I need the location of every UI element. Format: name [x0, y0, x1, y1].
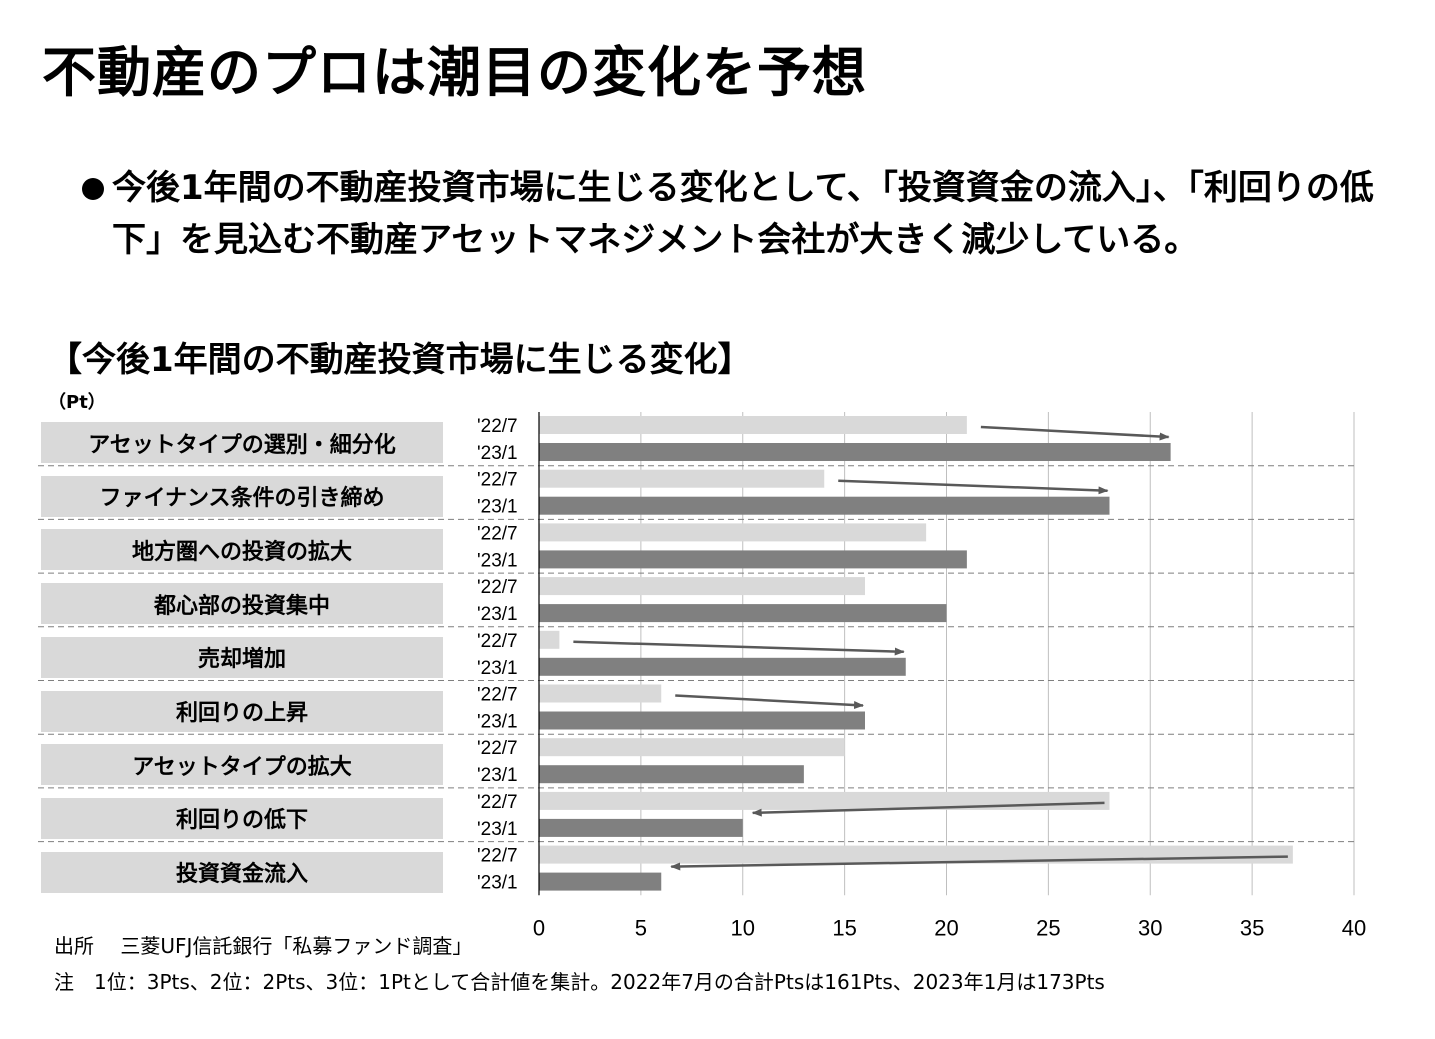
category-label-6: アセットタイプの拡大 [41, 744, 443, 786]
bullet-dot-icon [82, 178, 104, 200]
page-title: 不動産のプロは潮目の変化を予想 [42, 41, 867, 104]
x-tick-label-4: 20 [934, 915, 958, 940]
series-label-6-0: '22/7 [477, 738, 518, 759]
footnote: 注 1位：3Pts、2位：2Pts、3位：1Ptとして合計値を集計。2022年7… [54, 970, 1105, 994]
series-label-0-1: '23/1 [477, 443, 518, 464]
bullet-text: 今後1年間の不動産投資市場に生じる変化として、「投資資金の流入」、「利回りの低下… [112, 168, 1374, 260]
series-label-2-1: '23/1 [477, 550, 518, 571]
series-label-2-0: '22/7 [477, 523, 518, 544]
bar-2-0 [539, 523, 927, 542]
x-tick-label-1: 5 [635, 915, 647, 940]
x-tick-label-6: 30 [1138, 915, 1162, 940]
series-label-5-0: '22/7 [477, 685, 518, 706]
category-label-4: 売却増加 [41, 636, 443, 678]
bar-7-1 [539, 818, 743, 837]
unit-label: （Pt） [48, 392, 106, 413]
source-note: 出所 三菱UFJ信託銀行「私募ファンド調査」 [54, 934, 473, 958]
series-label-3-1: '23/1 [477, 604, 518, 625]
x-tick-label-5: 25 [1036, 915, 1060, 940]
category-label-8: 投資資金流入 [41, 851, 443, 893]
bar-1-0 [539, 469, 825, 488]
series-label-0-0: '22/7 [477, 416, 518, 437]
category-label-2: 地方圏への投資の拡大 [41, 529, 443, 571]
bar-2-1 [539, 550, 967, 569]
change-arrow-8 [670, 855, 1288, 871]
change-arrow-5 [675, 694, 864, 710]
bar-4-0 [539, 630, 560, 649]
series-label-7-0: '22/7 [477, 792, 518, 813]
series-label-7-1: '23/1 [477, 819, 518, 840]
series-label-6-1: '23/1 [477, 765, 518, 786]
change-arrow-4 [573, 640, 905, 656]
bar-3-1 [539, 604, 947, 623]
series-label-4-1: '23/1 [477, 658, 518, 679]
change-arrow-7 [751, 801, 1105, 817]
x-tick-label-8: 40 [1342, 915, 1366, 940]
series-label-1-0: '22/7 [477, 470, 518, 491]
series-label-8-1: '23/1 [477, 873, 518, 894]
bar-5-1 [539, 711, 865, 730]
bar-0-1 [539, 443, 1171, 461]
bar-6-0 [539, 738, 845, 757]
bar-0-0 [539, 416, 967, 434]
category-label-7: 利回りの低下 [41, 797, 443, 839]
category-label-0: アセットタイプの選別・細分化 [41, 422, 443, 463]
x-tick-label-7: 35 [1240, 915, 1264, 940]
x-tick-label-3: 15 [832, 915, 856, 940]
category-label-5: 利回りの上昇 [41, 690, 443, 732]
category-label-3: 都心部の投資集中 [41, 583, 443, 625]
series-label-5-1: '23/1 [477, 712, 518, 733]
bar-4-1 [539, 657, 906, 676]
x-tick-label-2: 10 [731, 915, 755, 940]
bar-8-0 [539, 845, 1293, 864]
chart-title: 【今後1年間の不動産投資市場に生じる変化】 [48, 340, 752, 380]
x-tick-label-0: 0 [533, 915, 545, 940]
bar-5-0 [539, 684, 662, 703]
bar-6-1 [539, 765, 804, 784]
bar-3-0 [539, 577, 865, 596]
bar-8-1 [539, 872, 662, 891]
series-label-4-0: '22/7 [477, 631, 518, 652]
change-arrow-1 [838, 479, 1109, 495]
change-arrow-0 [980, 425, 1170, 441]
series-label-3-0: '22/7 [477, 577, 518, 598]
category-label-1: ファイナンス条件の引き締め [41, 475, 443, 517]
bar-1-1 [539, 496, 1110, 515]
bar-7-0 [539, 791, 1110, 810]
series-label-1-1: '23/1 [477, 497, 518, 518]
series-label-8-0: '22/7 [477, 846, 518, 867]
